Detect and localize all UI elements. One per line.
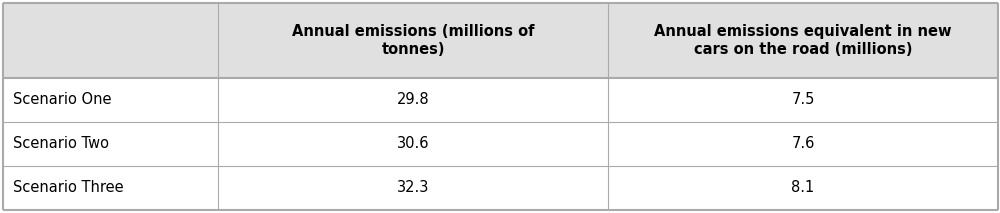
Bar bbox=[608, 78, 998, 122]
Text: Annual emissions (millions of
tonnes): Annual emissions (millions of tonnes) bbox=[292, 24, 534, 57]
Bar bbox=[3, 122, 218, 166]
Bar bbox=[218, 122, 608, 166]
Bar bbox=[218, 3, 608, 78]
Bar bbox=[608, 166, 998, 210]
Bar bbox=[3, 166, 218, 210]
Text: Scenario Two: Scenario Two bbox=[13, 137, 109, 151]
Text: 29.8: 29.8 bbox=[397, 92, 429, 108]
Text: Annual emissions equivalent in new
cars on the road (millions): Annual emissions equivalent in new cars … bbox=[654, 24, 952, 57]
Text: Scenario One: Scenario One bbox=[13, 92, 112, 108]
Text: 7.6: 7.6 bbox=[791, 137, 815, 151]
Text: 8.1: 8.1 bbox=[791, 180, 815, 196]
Bar bbox=[3, 3, 218, 78]
Text: 7.5: 7.5 bbox=[791, 92, 815, 108]
Bar bbox=[608, 122, 998, 166]
Bar bbox=[3, 78, 218, 122]
Text: Scenario Three: Scenario Three bbox=[13, 180, 124, 196]
Bar bbox=[218, 166, 608, 210]
Bar bbox=[608, 3, 998, 78]
Text: 30.6: 30.6 bbox=[397, 137, 429, 151]
Text: 32.3: 32.3 bbox=[397, 180, 429, 196]
Bar bbox=[218, 78, 608, 122]
